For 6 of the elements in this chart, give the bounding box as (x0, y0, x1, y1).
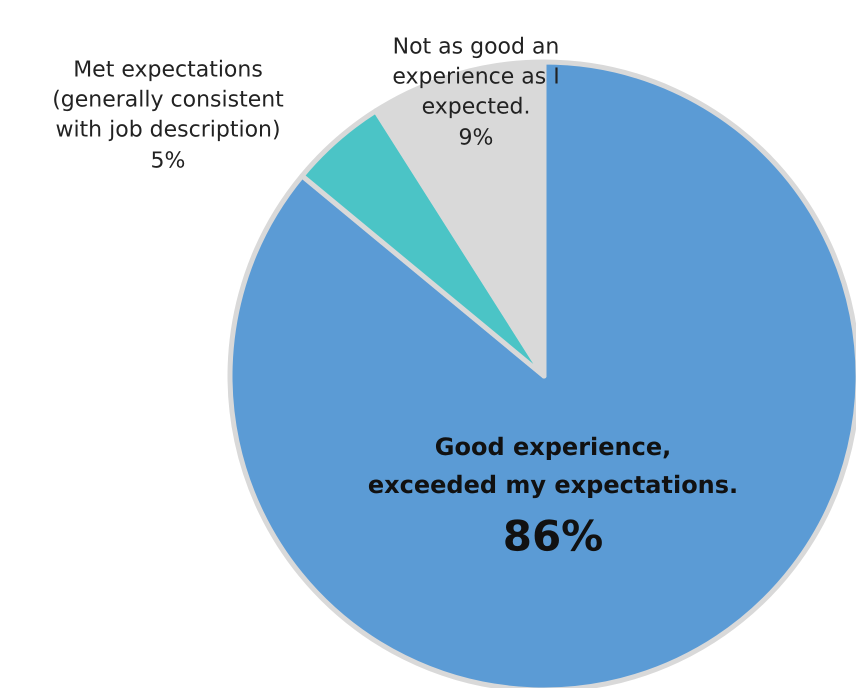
data-label: 5% (150, 148, 186, 174)
data-label: 86% (502, 512, 604, 560)
slice-label: Good experience, exceeded my expectations. (368, 433, 738, 499)
slice-label: Not as good an experience as I expected. (392, 34, 560, 120)
slice-label: Met expectations (generally consistent with job description) (52, 58, 284, 142)
data-label: 9% (458, 126, 494, 150)
